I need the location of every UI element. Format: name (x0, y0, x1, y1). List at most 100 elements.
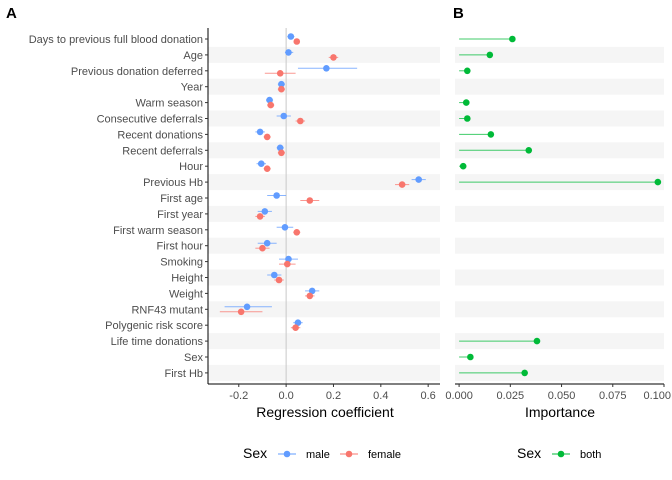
importance-point-life-time-donations (533, 337, 541, 345)
panel-b-legend: Sex both (517, 445, 601, 461)
y-tick-label-first-hour: First hour (157, 241, 204, 253)
point-female-hour (263, 165, 271, 172)
point-female-days-to-previous-full-blood-donation (293, 38, 301, 45)
y-tick-label-days-to-previous-full-blood-donation: Days to previous full blood donation (29, 34, 203, 46)
panel-a-stripe (208, 237, 440, 254)
panel-b-tag: B (453, 5, 464, 22)
y-tick-label-first-year: First year (157, 209, 203, 221)
point-female-rnf43-mutant (237, 308, 245, 316)
panel-a-axes: Days to previous full blood donation Age P… (29, 28, 440, 402)
panel-a-x-tick-label: 0.0 (278, 390, 293, 402)
panel-b-stripe (455, 269, 664, 286)
importance-point-sex (467, 353, 474, 361)
panel-a-x-tick-label: 0.4 (373, 390, 388, 402)
panel-a-stripe (208, 333, 440, 350)
panel-b-row-stripes (455, 46, 664, 381)
point-female-previous-hb (398, 181, 406, 188)
point-male-previous-donation-deferred (323, 65, 330, 72)
point-female-age (330, 54, 337, 61)
point-male-first-hour (263, 239, 271, 247)
point-male-recent-donations (256, 128, 264, 136)
point-female-first-warm-season (293, 229, 301, 236)
point-male-previous-hb (415, 176, 422, 183)
panel-b-stripe (455, 237, 664, 254)
panel-a-stripe (208, 269, 440, 286)
point-female-height (275, 276, 283, 284)
point-male-first-year (261, 208, 269, 215)
point-female-year (278, 85, 285, 93)
panel-b-marks (459, 35, 662, 377)
point-male-polygenic-risk-score (294, 319, 302, 327)
panel-b-x-axis-title: Importance (525, 404, 595, 420)
point-female-warm-season (267, 101, 275, 109)
panel-a-stripe (208, 364, 440, 381)
importance-point-previous-donation-deferred (463, 67, 471, 75)
point-female-polygenic-risk-score (292, 324, 299, 332)
point-male-smoking (285, 255, 292, 263)
y-tick-label-first-warm-season: First warm season (113, 225, 203, 237)
y-tick-label-rnf43-mutant: RNF43 mutant (131, 304, 203, 316)
y-tick-label-previous-donation-deferred: Previous donation deferred (71, 66, 203, 78)
y-tick-label-warm-season: Warm season (136, 98, 203, 110)
panel-b: B 0.000 0.025 0.050 0.075 0.100 Importance S… (445, 5, 671, 461)
point-male-hour (257, 160, 265, 167)
panel-a-legend: Sex male female (243, 445, 401, 461)
importance-point-age (486, 51, 494, 59)
panel-b-x-tick-label: 0.100 (643, 390, 671, 402)
panel-a-legend-title: Sex (243, 445, 267, 461)
y-tick-label-year: Year (181, 82, 204, 94)
panel-a-x-tick-label: 0.6 (421, 390, 436, 402)
point-female-recent-donations (263, 133, 271, 141)
y-tick-label-recent-deferrals: Recent deferrals (122, 145, 203, 157)
panel-b-stripe (455, 364, 664, 381)
importance-point-warm-season (462, 99, 470, 106)
legend-label-male: male (306, 449, 330, 461)
panel-a-tag: A (6, 5, 17, 22)
panel-b-x-tick-label: 0.075 (599, 390, 627, 402)
point-female-previous-donation-deferred (276, 70, 284, 77)
point-male-warm-season (266, 96, 273, 104)
importance-point-days-to-previous-full-blood-donation (509, 35, 516, 43)
panel-b-axes: 0.000 0.025 0.050 0.075 0.100 (445, 383, 671, 402)
panel-a-stripe (208, 301, 440, 318)
panel-b-stripe (455, 301, 664, 318)
panel-a-x-axis-title: Regression coefficient (256, 404, 394, 420)
panel-b-stripe (455, 78, 664, 95)
y-tick-label-age: Age (183, 50, 203, 62)
panel-a-stripe (208, 46, 440, 63)
panel-b-stripe (455, 110, 664, 127)
importance-point-first-hb (521, 369, 528, 377)
panel-a-x-tick-label: -0.2 (229, 390, 248, 402)
y-tick-label-hour: Hour (179, 161, 203, 173)
panel-b-x-tick-label: 0.050 (548, 390, 576, 402)
panel-b-stripe (455, 205, 664, 222)
panel-a-x-tick-label: 0.2 (326, 390, 341, 402)
y-tick-label-smoking: Smoking (160, 257, 203, 269)
legend-label-female: female (368, 449, 401, 461)
importance-point-previous-hb (654, 178, 662, 186)
y-tick-label-previous-hb: Previous Hb (143, 177, 203, 189)
importance-point-recent-deferrals (525, 147, 533, 154)
point-male-first-warm-season (281, 224, 289, 231)
legend-key-point-female (345, 450, 353, 458)
point-female-smoking (284, 260, 291, 268)
point-male-age (285, 49, 292, 56)
point-female-first-hour (259, 244, 266, 252)
panel-b-legend-title: Sex (517, 445, 541, 461)
y-tick-label-life-time-donations: Life time donations (111, 336, 204, 348)
point-female-weight (306, 292, 314, 300)
importance-point-recent-donations (487, 131, 495, 138)
point-male-consecutive-deferrals (280, 112, 288, 120)
importance-point-hour (459, 162, 467, 170)
point-male-height (270, 271, 278, 279)
legend-label-both: both (580, 449, 601, 461)
y-tick-label-height: Height (171, 273, 203, 285)
panel-a-stripe (208, 142, 440, 159)
y-tick-label-first-age: First age (160, 193, 203, 205)
panel-b-x-tick-label: 0.000 (445, 390, 473, 402)
panel-a-stripe (208, 110, 440, 127)
panel-b-stripe (455, 142, 664, 159)
point-male-recent-deferrals (276, 144, 284, 152)
point-male-days-to-previous-full-blood-donation (287, 33, 295, 40)
